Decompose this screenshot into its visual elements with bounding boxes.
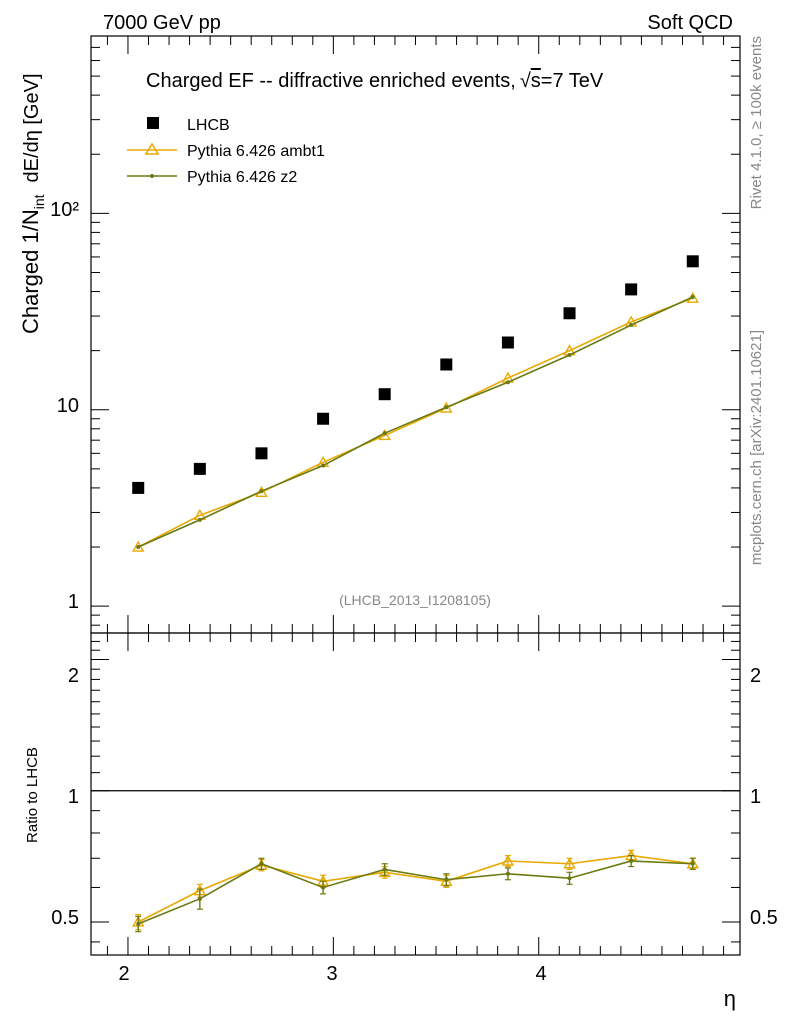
legend-label-z2: Pythia 6.426 z2 (187, 169, 297, 186)
y-tick-label: 1 (68, 591, 79, 613)
y-tick-label: 10 (57, 395, 79, 417)
ratio-point (690, 861, 695, 866)
legend-marker-lhcb (147, 117, 159, 129)
beam-label: 7000 GeV pp (103, 12, 221, 34)
ratio-point (629, 858, 634, 863)
y-axis-label-sub: int (31, 194, 47, 209)
ratio-point (501, 854, 515, 866)
data-point (132, 481, 145, 494)
data-point (197, 517, 202, 522)
process-label: Soft QCD (647, 12, 733, 34)
ratio-point (321, 885, 326, 890)
analysis-tag: (LHCB_2013_I1208105) (339, 592, 491, 608)
data-point (625, 283, 638, 296)
data-point (444, 405, 449, 410)
x-axis-label: η (724, 986, 736, 1011)
main-y-ticks (91, 35, 740, 626)
y-axis-label-unit: dE/dη [GeV] (21, 73, 43, 182)
ratio-tick-label-right: 0.5 (750, 907, 778, 929)
ratio-tick-label: 1 (68, 786, 79, 808)
ratio-point (136, 921, 141, 926)
ratio-line (137, 854, 693, 923)
ratio-point (563, 857, 576, 869)
data-point (317, 412, 330, 425)
data-point (255, 447, 268, 460)
data-point (505, 380, 510, 385)
ratio-tick-label-right: 2 (750, 665, 761, 687)
x-tick-label: 4 (535, 963, 546, 985)
data-point (629, 323, 634, 328)
ratio-tick-label: 2 (68, 665, 79, 687)
legend-label-lhcb: LHCB (187, 117, 230, 134)
series-ambt1 (132, 291, 699, 931)
y-axis-label-main: Charged 1/N (18, 209, 43, 334)
data-point (567, 353, 572, 358)
ratio-point (259, 861, 264, 866)
svg-text:Charged 1/NintdE/dη [GeV]: Charged 1/Nint dE/dη [GeV] (18, 73, 47, 334)
data-point (382, 431, 387, 436)
ratio-point (378, 865, 391, 878)
legend-marker-z2 (150, 174, 154, 178)
data-point (686, 255, 699, 268)
ratio-point (567, 876, 572, 881)
data-point (563, 307, 576, 320)
data-series (132, 255, 699, 933)
x-tick-label: 3 (326, 963, 337, 985)
ratio-axis-label: Ratio to LHCB (24, 747, 41, 843)
ratio-tick-label: 0.5 (51, 907, 79, 929)
legend-label-ambt1: Pythia 6.426 ambt1 (187, 143, 325, 160)
data-point (259, 489, 264, 494)
legend: LHCB Pythia 6.426 ambt1 Pythia 6.426 z2 (127, 117, 325, 186)
series-lhcb (132, 255, 699, 494)
ratio-point (382, 867, 387, 872)
chart-title: Charged EF -- diffractive enriched event… (146, 70, 604, 92)
data-point (501, 336, 514, 349)
y-tick-label: 10² (50, 199, 79, 221)
ratio-point (197, 896, 202, 901)
mcplots-label: mcplots.cern.ch [arXiv:2401.10621] (748, 330, 765, 565)
y-axis-label: Charged 1/Nint dE/dη [GeV] (18, 73, 47, 334)
data-point (378, 388, 391, 401)
data-point (321, 463, 326, 468)
x-ticks (106, 36, 725, 955)
legend-marker-ambt1 (144, 142, 160, 155)
series-z2 (135, 295, 696, 933)
data-point (136, 545, 141, 550)
ratio-point (444, 877, 449, 882)
ratio-tick-label-right: 1 (750, 786, 761, 808)
ratio-frame (90, 632, 741, 956)
x-tick-label: 2 (118, 963, 129, 985)
ratio-line (137, 860, 693, 925)
rivet-label: Rivet 4.1.0, ≥ 100k events (748, 36, 765, 209)
ratio-point (505, 871, 510, 876)
data-point (690, 295, 695, 300)
data-point (193, 462, 206, 475)
data-point (440, 358, 453, 371)
series-line (137, 297, 694, 548)
series-line (137, 296, 694, 548)
